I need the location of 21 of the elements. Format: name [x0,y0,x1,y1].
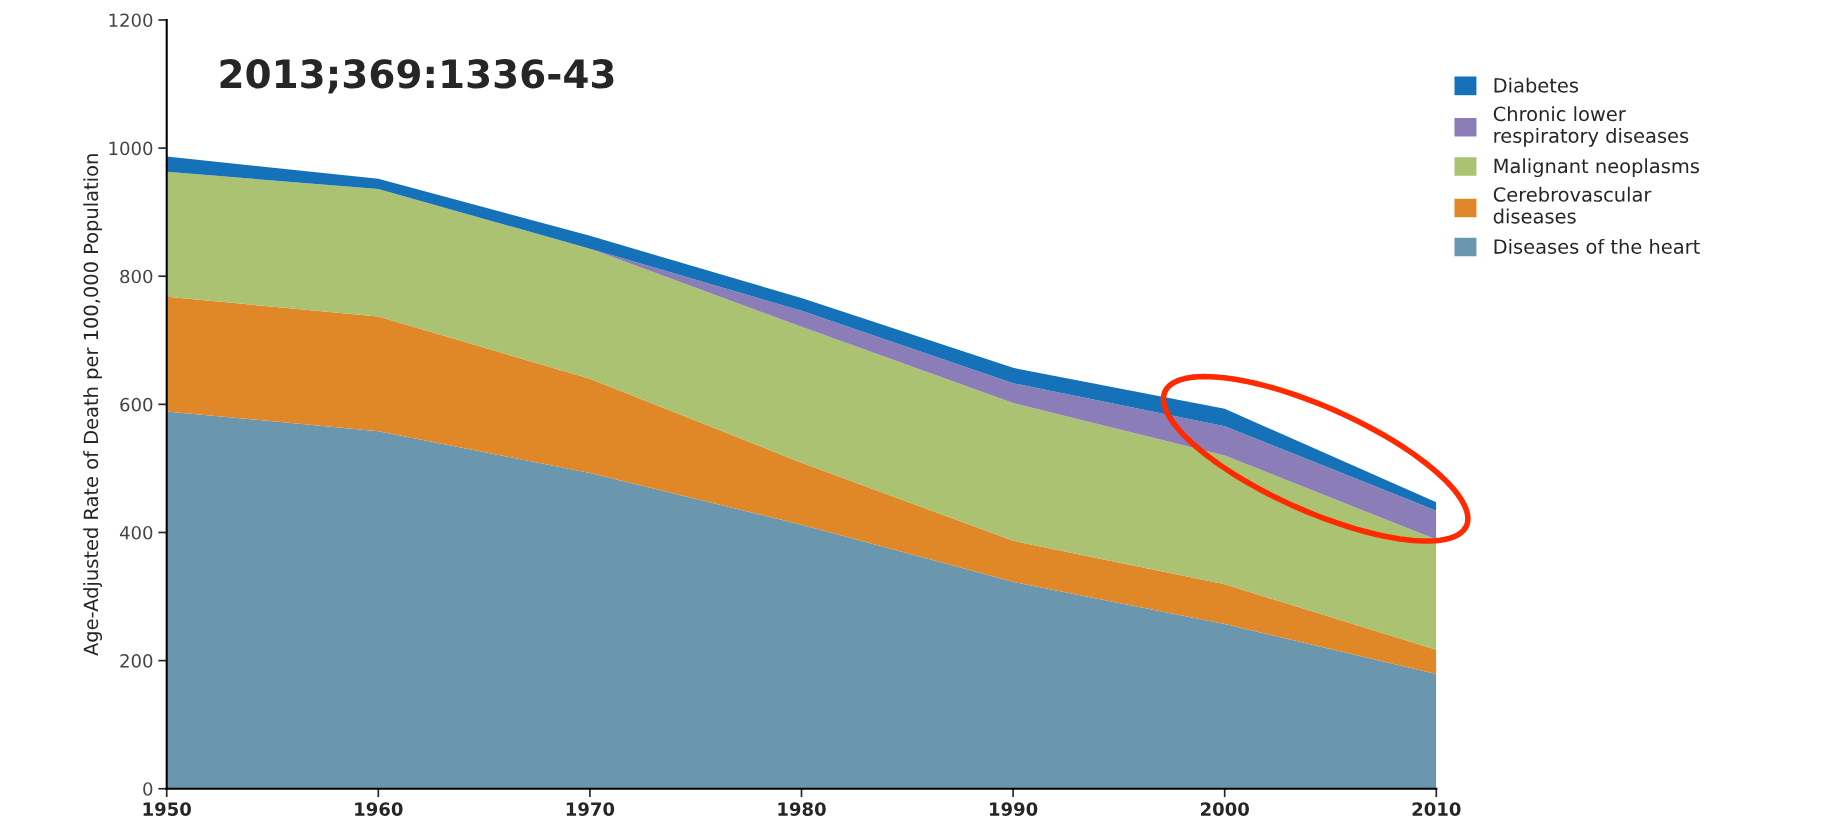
y-tick-label: 0 [143,782,153,796]
x-tick-label: 1970 [566,802,615,816]
y-tick-label: 400 [119,525,153,540]
x-tick-label: 1990 [990,802,1038,816]
legend-label: Malignant neoplasms [1494,158,1699,178]
y-tick-label: 1000 [109,141,153,156]
legend-label: Diabetes [1494,77,1579,93]
x-tick-label: 1960 [355,802,403,816]
y-axis-title: Age-Adjusted Rate of Death per 100,000 Population [83,154,103,656]
x-tick-label: 1980 [778,802,826,816]
y-tick-label: 800 [120,269,153,284]
x-tick-label: 2010 [1412,802,1461,816]
y-tick-label: 1200 [109,13,153,28]
x-tick-label: 1950 [143,802,191,816]
x-tick-label: 2000 [1200,802,1249,816]
legend-label: Chronic lower respiratory diseases [1493,106,1689,147]
legend-label: Diseases of the heart [1494,238,1700,254]
y-tick-label: 200 [120,654,153,668]
legend-label: Cerebrovascular diseases [1493,186,1652,224]
y-tick-label: 600 [120,397,153,412]
annotation: 2013;369:1336-43 [220,59,614,94]
